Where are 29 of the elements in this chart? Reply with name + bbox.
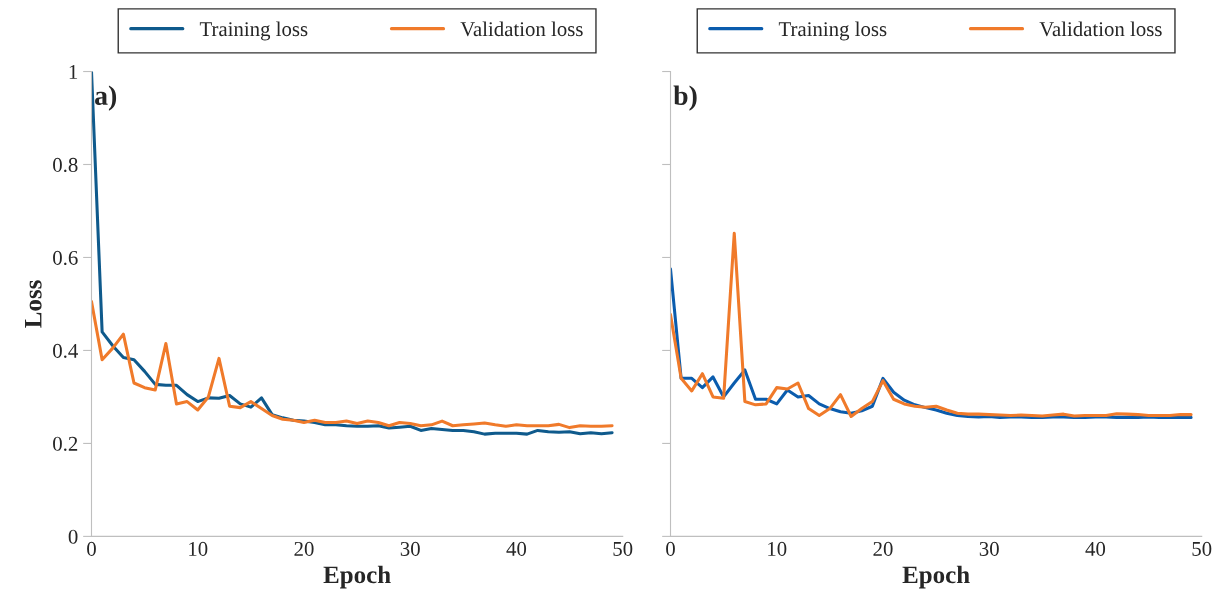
x-tick-label: 30	[979, 541, 999, 556]
x-axis-title: Epoch	[902, 565, 970, 589]
x-tick-label: 40	[1085, 541, 1106, 556]
annotation: b)	[673, 85, 697, 111]
x-tick-label: 50	[613, 541, 633, 556]
line-series	[91, 71, 614, 436]
x-tick-label: 0	[87, 541, 96, 556]
y-tick-label: 1	[69, 64, 78, 79]
y-tick-label: 0.4	[53, 343, 78, 358]
x-axis-title: Epoch	[323, 565, 391, 589]
y-tick-label: 0.8	[53, 157, 78, 173]
x-tick-label: 40	[506, 541, 527, 556]
y-axis-title: Loss	[25, 280, 42, 328]
line-series	[91, 300, 614, 430]
y-tick-label: 0.2	[53, 436, 78, 451]
x-tick-label: 10	[768, 541, 787, 556]
x-tick-label: 20	[294, 541, 314, 556]
x-tick-label: 30	[400, 541, 420, 556]
x-tick-label: 0	[666, 541, 675, 556]
legend-label: Training loss	[778, 21, 887, 41]
legend-label: Validation loss	[1039, 21, 1162, 37]
y-tick-label: 0.6	[53, 250, 78, 265]
legend-label: Validation loss	[460, 21, 583, 37]
x-tick-label: 10	[189, 541, 208, 556]
annotation: a)	[95, 85, 117, 111]
x-tick-label: 50	[1192, 541, 1212, 556]
x-tick-label: 20	[873, 541, 893, 556]
y-tick-label: 0	[68, 529, 78, 544]
legend-label: Training loss	[199, 21, 308, 41]
